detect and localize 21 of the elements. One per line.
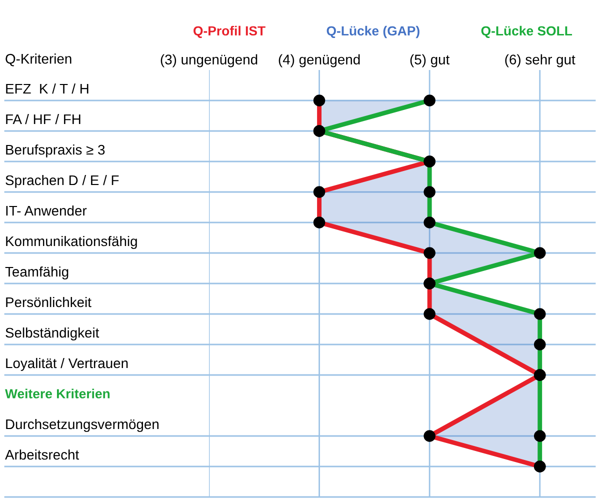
text: Q-Lücke SOLL bbox=[481, 26, 572, 38]
y-tick-label: Durchsetzungsvermögen bbox=[6, 418, 158, 432]
y-tick-label: Arbeitsrecht bbox=[5, 449, 79, 460]
y-tick-label: Sprachen D / E / F bbox=[6, 174, 119, 188]
y-tick-label: Loyalität / Vertrauen bbox=[6, 358, 128, 371]
text: Q-Lücke (GAP) bbox=[326, 26, 420, 38]
x-tick-label: (4) genügend bbox=[278, 54, 360, 68]
y-tick-label: Selbständigkeit bbox=[6, 327, 100, 340]
x-tick-label: (5) gut bbox=[410, 54, 450, 68]
y-axis-title: Q-Kriterien bbox=[6, 54, 72, 66]
text: Q-Profil IST bbox=[194, 26, 266, 38]
y-tick-label: Persönlichkeit bbox=[6, 296, 92, 308]
y-tick-label: FA / HF / FH bbox=[6, 114, 80, 124]
y-tick-label: Teamfähig bbox=[5, 266, 68, 280]
y-tick-label: EFZ K / T / H bbox=[6, 83, 88, 94]
y-tick-label: Berufspraxis ≥ 3 bbox=[6, 144, 105, 158]
y-tick-label: IT- Anwender bbox=[6, 205, 87, 216]
y-tick-label: Kommunikationsfähig bbox=[6, 236, 137, 249]
y-tick-label: Weitere Kriterien bbox=[5, 388, 110, 398]
x-tick-label: (3) ungenügend bbox=[160, 54, 258, 68]
x-tick-label: (6) sehr gut bbox=[505, 54, 576, 68]
